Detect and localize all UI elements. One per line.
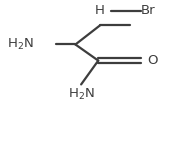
Text: H$_2$N: H$_2$N xyxy=(7,37,34,52)
Text: H: H xyxy=(95,4,105,17)
Text: O: O xyxy=(148,54,158,67)
Text: Br: Br xyxy=(141,4,156,17)
Text: H$_2$N: H$_2$N xyxy=(68,87,95,102)
